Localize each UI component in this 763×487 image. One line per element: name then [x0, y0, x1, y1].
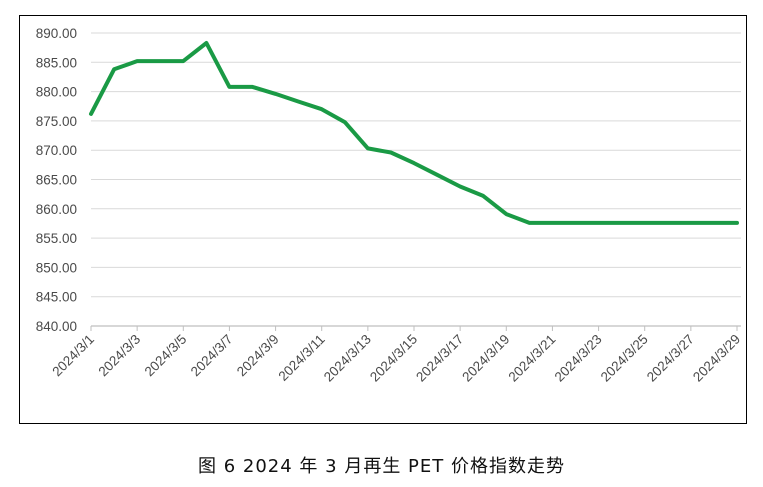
x-tick-label: 2024/3/11: [275, 332, 327, 384]
y-tick-label: 885.00: [36, 55, 77, 70]
y-tick-label: 875.00: [36, 114, 77, 129]
x-tick-labels: 2024/3/12024/3/32024/3/52024/3/72024/3/9…: [49, 332, 743, 385]
y-tick-label: 855.00: [36, 231, 77, 246]
x-tick-label: 2024/3/17: [413, 332, 466, 385]
axes: [90, 325, 741, 331]
x-tick-label: 2024/3/23: [552, 332, 605, 385]
y-tick-label: 850.00: [36, 260, 77, 275]
y-tick-label: 840.00: [36, 319, 77, 334]
chart-frame: 840.00 845.00 850.00 855.00 860.00 865.00 870.…: [19, 15, 747, 424]
x-tick-label: 2024/3/21: [505, 332, 558, 385]
x-tick-label: 2024/3/29: [690, 332, 743, 385]
figure-caption: 图 6 2024 年 3 月再生 PET 价格指数走势: [198, 456, 565, 477]
x-tick-label: 2024/3/27: [644, 332, 697, 385]
price-index-line: [89, 41, 739, 225]
line-chart: 840.00 845.00 850.00 855.00 860.00 865.00 870.…: [36, 26, 743, 385]
x-tick-label: 2024/3/5: [142, 332, 190, 380]
y-tick-labels: 840.00 845.00 850.00 855.00 860.00 865.00 870.…: [36, 26, 77, 334]
x-tick-label: 2024/3/7: [188, 332, 236, 380]
y-tick-label: 890.00: [36, 26, 77, 41]
y-tick-label: 880.00: [36, 85, 77, 100]
x-tick-label: 2024/3/19: [459, 332, 512, 385]
x-tick-label: 2024/3/9: [234, 332, 282, 380]
y-tick-label: 865.00: [36, 173, 77, 188]
x-tick-label: 2024/3/3: [95, 332, 143, 380]
x-tick-label: 2024/3/1: [49, 332, 97, 380]
y-tick-label: 845.00: [36, 290, 77, 305]
gridlines: [91, 32, 741, 298]
y-tick-label: 860.00: [36, 202, 77, 217]
x-tick-label: 2024/3/15: [367, 332, 420, 385]
x-tick-label: 2024/3/13: [321, 332, 374, 385]
y-tick-label: 870.00: [36, 143, 77, 158]
series-layer: [89, 41, 739, 225]
x-tick-label: 2024/3/25: [598, 332, 651, 385]
